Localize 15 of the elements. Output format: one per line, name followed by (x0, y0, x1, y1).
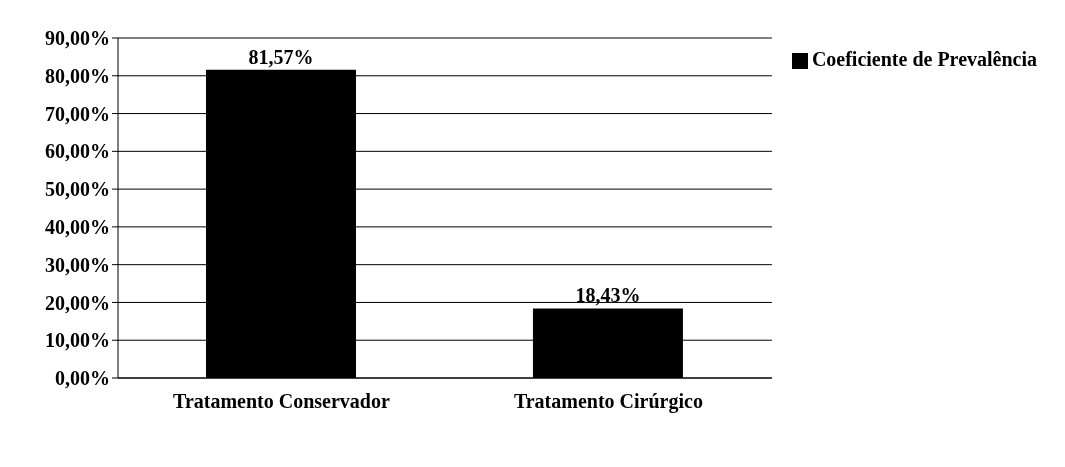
y-tick-label: 0,00% (55, 367, 110, 390)
y-tick-label: 20,00% (45, 291, 110, 314)
y-tick-label: 70,00% (45, 102, 110, 125)
y-tick-label: 10,00% (45, 329, 110, 352)
y-tick-label: 50,00% (45, 178, 110, 201)
y-tick-label: 60,00% (45, 140, 110, 163)
data-label: 18,43% (575, 284, 641, 307)
y-tick-label: 90,00% (45, 27, 110, 50)
y-tick-label: 40,00% (45, 215, 110, 238)
x-tick-label: Tratamento Conservador (173, 390, 390, 413)
y-tick-label: 80,00% (45, 64, 110, 87)
y-tick-label: 30,00% (45, 253, 110, 276)
legend-label: Coeficiente de Prevalência (811, 48, 1037, 70)
x-tick-label: Tratamento Cirúrgico (513, 390, 703, 414)
data-label: 81,57% (248, 45, 314, 68)
